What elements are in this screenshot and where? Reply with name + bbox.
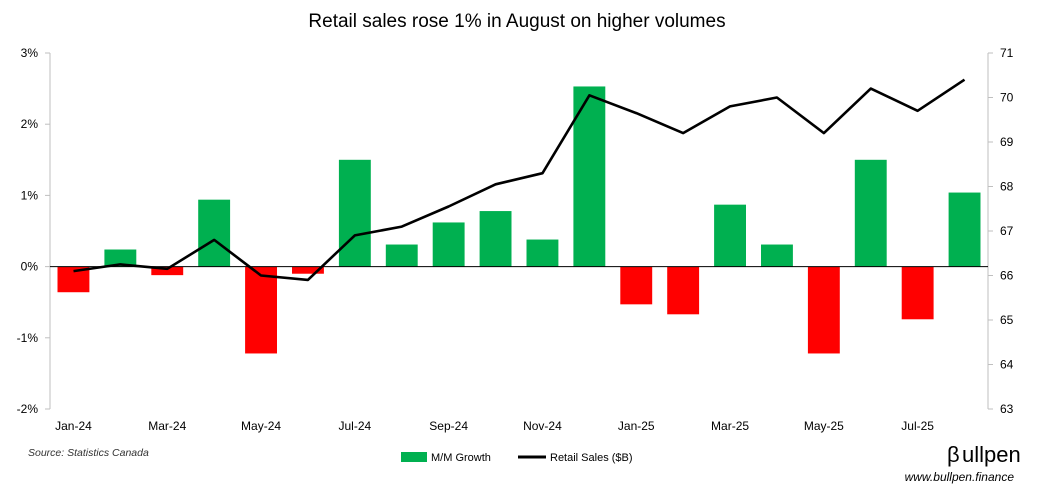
left-tick-label: 2% xyxy=(21,117,39,131)
x-tick-label: Mar-25 xyxy=(711,419,749,433)
legend-label-retail-sales: Retail Sales ($B) xyxy=(550,452,633,464)
bar-jul-24 xyxy=(338,159,371,267)
left-tick-label: -1% xyxy=(17,331,39,345)
x-tick-label: Mar-24 xyxy=(148,419,186,433)
bar-jul-25 xyxy=(901,266,934,320)
bar-aug-25 xyxy=(948,192,981,267)
bar-series-mm-growth xyxy=(57,86,981,354)
legend-swatch-mm-growth xyxy=(401,452,427,462)
bar-nov-24 xyxy=(526,239,559,267)
x-tick-label: Jan-24 xyxy=(55,419,92,433)
right-y-axis: 63 64 65 66 67 68 69 70 71 xyxy=(987,46,1014,416)
bar-jun-24 xyxy=(292,266,324,274)
bar-jan-25 xyxy=(620,266,653,305)
left-tick-label: -2% xyxy=(17,402,39,416)
x-tick-label: Jul-25 xyxy=(901,419,934,433)
right-tick-label: 65 xyxy=(1000,313,1014,327)
brand-logo: β ullpen xyxy=(947,442,1021,467)
right-tick-label: 67 xyxy=(1000,224,1014,238)
right-tick-label: 70 xyxy=(1000,91,1014,105)
right-tick-label: 66 xyxy=(1000,269,1014,283)
line-series-retail-sales xyxy=(73,78,966,282)
left-tick-label: 1% xyxy=(21,188,39,202)
bar-apr-24 xyxy=(198,199,231,267)
bar-may-25 xyxy=(807,266,840,354)
right-tick-label: 71 xyxy=(1000,46,1014,60)
x-tick-label: Jan-25 xyxy=(618,419,655,433)
chart-title: Retail sales rose 1% in August on higher… xyxy=(308,11,725,32)
x-axis-labels: Jan-24 Mar-24 May-24 Jul-24 Sep-24 Nov-24 Jan-… xyxy=(55,419,934,433)
bar-apr-25 xyxy=(761,244,793,267)
bar-jun-25 xyxy=(854,159,887,267)
right-tick-label: 68 xyxy=(1000,180,1014,194)
legend: M/M Growth Retail Sales ($B) xyxy=(401,452,633,464)
legend-label-mm-growth: M/M Growth xyxy=(431,452,491,464)
left-y-axis: -2% -1% 0% 1% 2% 3% xyxy=(17,46,51,416)
x-tick-label: May-24 xyxy=(241,419,281,433)
bar-feb-25 xyxy=(667,266,700,315)
retail-sales-line xyxy=(73,78,966,282)
x-tick-label: May-25 xyxy=(804,419,844,433)
bar-mar-24 xyxy=(151,266,184,276)
bar-sep-24 xyxy=(432,222,465,267)
brand-url: www.bullpen.finance xyxy=(905,470,1015,484)
left-tick-label: 3% xyxy=(21,46,39,60)
right-tick-label: 69 xyxy=(1000,135,1014,149)
bar-feb-24 xyxy=(104,249,137,267)
bar-may-24 xyxy=(245,266,277,354)
bar-oct-24 xyxy=(479,211,512,267)
bar-dec-24 xyxy=(573,86,606,267)
right-tick-label: 64 xyxy=(1000,358,1014,372)
left-tick-label: 0% xyxy=(21,260,39,274)
right-tick-label: 63 xyxy=(1000,402,1014,416)
x-tick-label: Sep-24 xyxy=(429,419,468,433)
bar-aug-24 xyxy=(385,244,418,267)
brand-symbol: β xyxy=(947,442,960,467)
x-tick-label: Nov-24 xyxy=(523,419,562,433)
source-note: Source: Statistics Canada xyxy=(28,447,149,459)
brand-name: ullpen xyxy=(962,442,1021,467)
bar-mar-25 xyxy=(714,204,746,267)
x-tick-label: Jul-24 xyxy=(339,419,372,433)
